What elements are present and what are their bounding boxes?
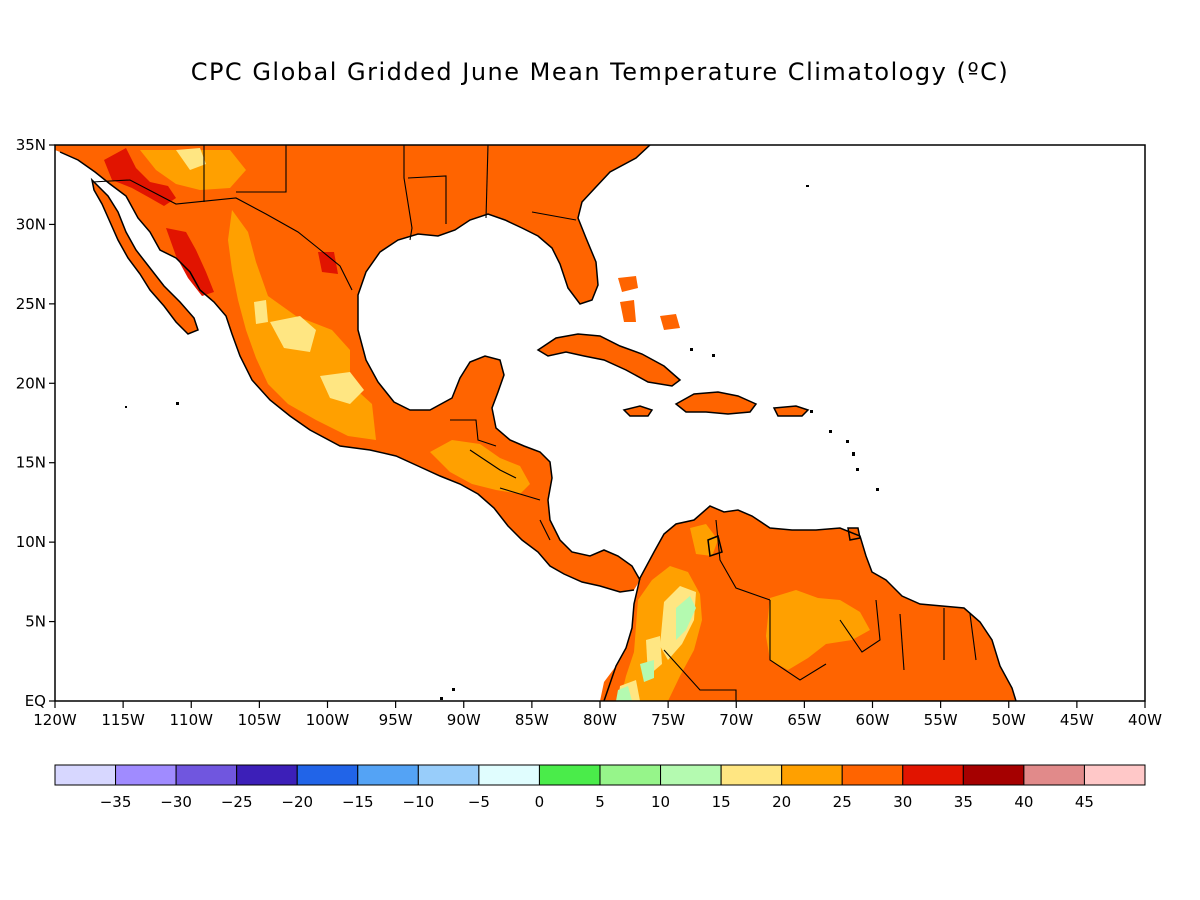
colorbar-label: −25: [221, 793, 253, 811]
temp-10-15-regions: [616, 596, 696, 701]
colorbar-label: −35: [100, 793, 132, 811]
political-borders: [91, 145, 977, 701]
colorbar-swatch: [115, 764, 177, 786]
small-islands: [125, 185, 879, 700]
colorbar-swatch: [841, 764, 904, 786]
lat-tick-label: 5N: [25, 613, 46, 631]
colorbar: −35 −30 −25 −20 −15 −10 −5 0 5 10 15 20 25 30 35 40 45: [54, 764, 1146, 811]
lat-tick-label: 10N: [16, 533, 46, 551]
colorbar-label: 25: [833, 793, 852, 811]
colorbar-swatch: [962, 764, 1025, 786]
colorbar-swatch: [478, 764, 540, 786]
lat-tick-label: 35N: [16, 136, 46, 154]
colorbar-swatch: [357, 764, 419, 786]
colorbar-swatch: [902, 764, 964, 786]
lon-tick-label: 85W: [515, 711, 549, 729]
colorbar-label: 15: [712, 793, 731, 811]
lat-tick-label: 15N: [16, 454, 46, 472]
colorbar-label: −5: [468, 793, 490, 811]
land-bahamas: [618, 276, 680, 330]
colorbar-swatch: [720, 764, 783, 786]
colorbar-swatch: [417, 764, 480, 786]
colorbar-swatch: [1083, 764, 1146, 786]
colorbar-label: 30: [893, 793, 912, 811]
lon-tick-label: 45W: [1060, 711, 1094, 729]
colorbar-swatch: [54, 764, 117, 786]
coastlines: [59, 145, 1017, 701]
lon-tick-label: 55W: [924, 711, 958, 729]
land-hispaniola: [676, 392, 756, 414]
land-baja-california: [92, 180, 198, 334]
lon-tick-label: 115W: [101, 711, 145, 729]
colorbar-label: 5: [595, 793, 605, 811]
lon-tick-label: 95W: [379, 711, 413, 729]
lon-tick-label: 80W: [583, 711, 617, 729]
lon-tick-label: 75W: [651, 711, 685, 729]
map-title: CPC Global Gridded June Mean Temperature…: [190, 58, 1010, 86]
lon-tick-label: 40W: [1128, 711, 1162, 729]
lon-tick-label: 110W: [170, 711, 214, 729]
colorbar-swatch: [1023, 764, 1085, 786]
map-fill-layer: [55, 145, 1016, 701]
colorbar-label: 0: [535, 793, 545, 811]
colorbar-label: −20: [281, 793, 313, 811]
colorbar-label: 45: [1075, 793, 1094, 811]
colorbar-swatch: [660, 764, 722, 786]
land-cuba: [538, 334, 680, 386]
colorbar-label: −30: [160, 793, 192, 811]
colorbar-swatch: [236, 764, 298, 786]
colorbar-swatch: [175, 764, 238, 786]
lon-tick-label: 70W: [719, 711, 753, 729]
lon-tick-label: 50W: [992, 711, 1026, 729]
lat-tick-label: 25N: [16, 295, 46, 313]
colorbar-swatch: [599, 764, 662, 786]
lon-tick-label: 60W: [856, 711, 890, 729]
colorbar-swatch: [296, 764, 359, 786]
lat-tick-label: 20N: [16, 374, 46, 392]
latitude-axis: EQ 5N 10N 15N 20N 25N 30N 35N: [16, 136, 55, 710]
land-puerto-rico: [774, 406, 808, 416]
lon-tick-label: 90W: [447, 711, 481, 729]
temp-35-40-regions: [104, 148, 338, 296]
lat-tick-label: 30N: [16, 215, 46, 233]
colorbar-label: 20: [772, 793, 791, 811]
lon-tick-label: 120W: [33, 711, 77, 729]
lon-tick-label: 100W: [306, 711, 350, 729]
land-north-america: [55, 145, 650, 592]
colorbar-label: 10: [651, 793, 670, 811]
colorbar-swatch: [538, 764, 601, 786]
lat-tick-label: EQ: [25, 692, 46, 710]
lon-tick-label: 105W: [238, 711, 282, 729]
lon-tick-label: 65W: [787, 711, 821, 729]
colorbar-label: −15: [342, 793, 374, 811]
colorbar-label: 35: [954, 793, 973, 811]
longitude-axis: 120W 115W 110W 105W 100W 95W 90W 85W 80W 75W 70W 65…: [33, 701, 1162, 729]
colorbar-label: −10: [403, 793, 435, 811]
colorbar-label: 40: [1014, 793, 1033, 811]
colorbar-swatch: [781, 764, 843, 786]
